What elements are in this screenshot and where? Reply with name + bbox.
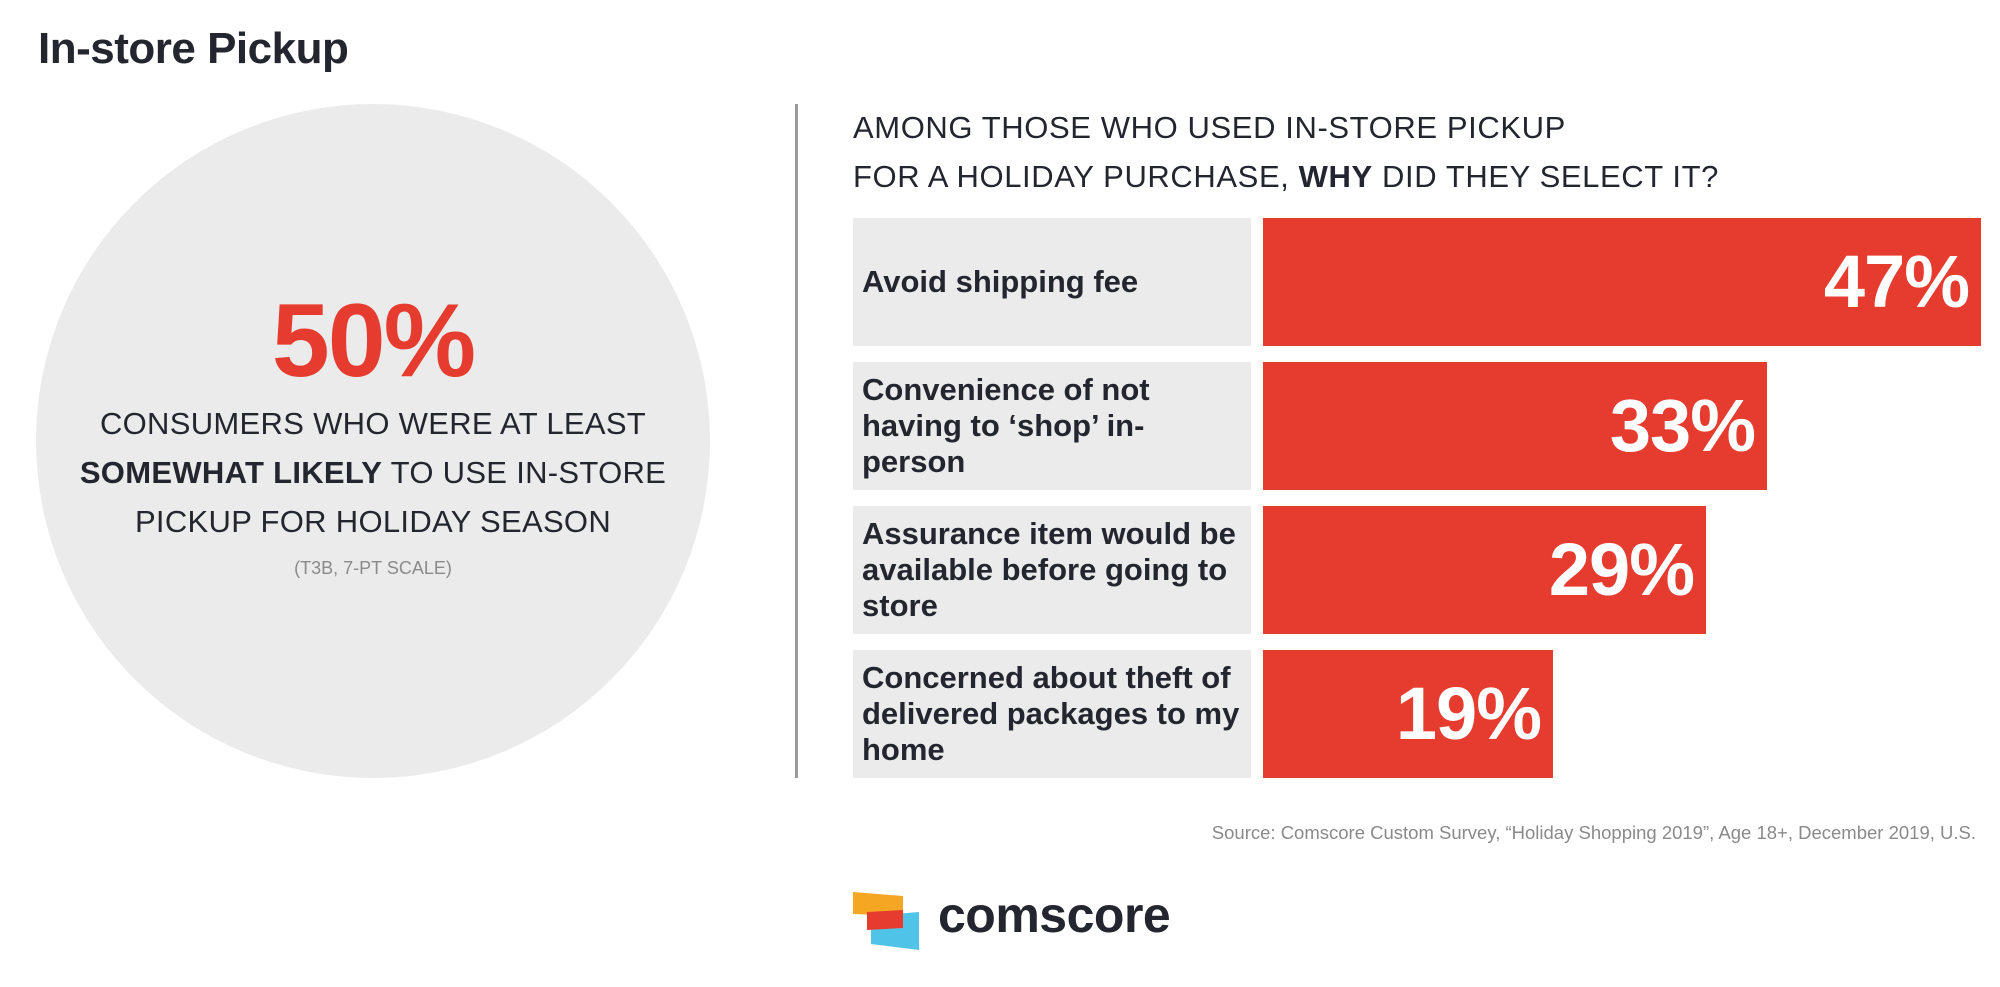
divider bbox=[795, 104, 798, 778]
logo-orange-shape bbox=[853, 892, 903, 916]
stat-description: CONSUMERS WHO WERE AT LEAST SOMEWHAT LIK… bbox=[56, 399, 690, 546]
page-title: In-store Pickup bbox=[38, 24, 349, 73]
bar: 33% bbox=[1263, 362, 1767, 490]
stat-note: (T3B, 7-PT SCALE) bbox=[294, 558, 452, 578]
bar-category-label-text: Concerned about theft of delivered packa… bbox=[862, 660, 1240, 767]
bar: 19% bbox=[1263, 650, 1553, 778]
bar-category-label-text: Convenience of not having to ‘shop’ in-p… bbox=[862, 372, 1150, 479]
chart-question: AMONG THOSE WHO USED IN-STORE PICKUP FOR… bbox=[853, 103, 1719, 201]
stat-description-bold: SOMEWHAT LIKELY bbox=[79, 455, 383, 490]
stat-circle: 50% CONSUMERS WHO WERE AT LEAST SOMEWHAT… bbox=[36, 104, 710, 778]
stat-description-line1: CONSUMERS WHO WERE AT LEAST bbox=[99, 406, 647, 441]
question-line2-prefix: FOR A HOLIDAY PURCHASE, bbox=[853, 159, 1290, 194]
bar-category-label: Concerned about theft of delivered packa… bbox=[853, 650, 1251, 778]
bar-value-label: 47% bbox=[1823, 240, 1970, 323]
question-line2-bold: WHY bbox=[1298, 159, 1373, 194]
bar-category-label: Avoid shipping fee bbox=[853, 218, 1251, 346]
bar-value-label: 29% bbox=[1548, 528, 1695, 611]
brand-name: comscore bbox=[938, 887, 1171, 943]
bar-category-label: Assurance item would be available before… bbox=[853, 506, 1251, 634]
bar-value-label: 33% bbox=[1609, 384, 1756, 467]
bar-value-label: 19% bbox=[1395, 672, 1542, 755]
bar-category-label-text: Assurance item would be available before… bbox=[862, 516, 1236, 623]
comscore-logo-icon bbox=[853, 892, 919, 950]
stat-description-line3: PICKUP FOR HOLIDAY SEASON bbox=[134, 504, 612, 539]
stat-description-line2: TO USE IN-STORE bbox=[390, 455, 667, 490]
source-note: Source: Comscore Custom Survey, “Holiday… bbox=[1211, 822, 1976, 843]
bar: 47% bbox=[1263, 218, 1981, 346]
bar-category-label: Convenience of not having to ‘shop’ in-p… bbox=[853, 362, 1251, 490]
question-line1: AMONG THOSE WHO USED IN-STORE PICKUP bbox=[853, 110, 1566, 145]
logo-red-shape bbox=[867, 910, 903, 930]
stat-value: 50% bbox=[271, 283, 476, 399]
bar: 29% bbox=[1263, 506, 1706, 634]
bar-category-label-text: Avoid shipping fee bbox=[862, 264, 1139, 299]
question-line2-suffix: DID THEY SELECT IT? bbox=[1382, 159, 1720, 194]
